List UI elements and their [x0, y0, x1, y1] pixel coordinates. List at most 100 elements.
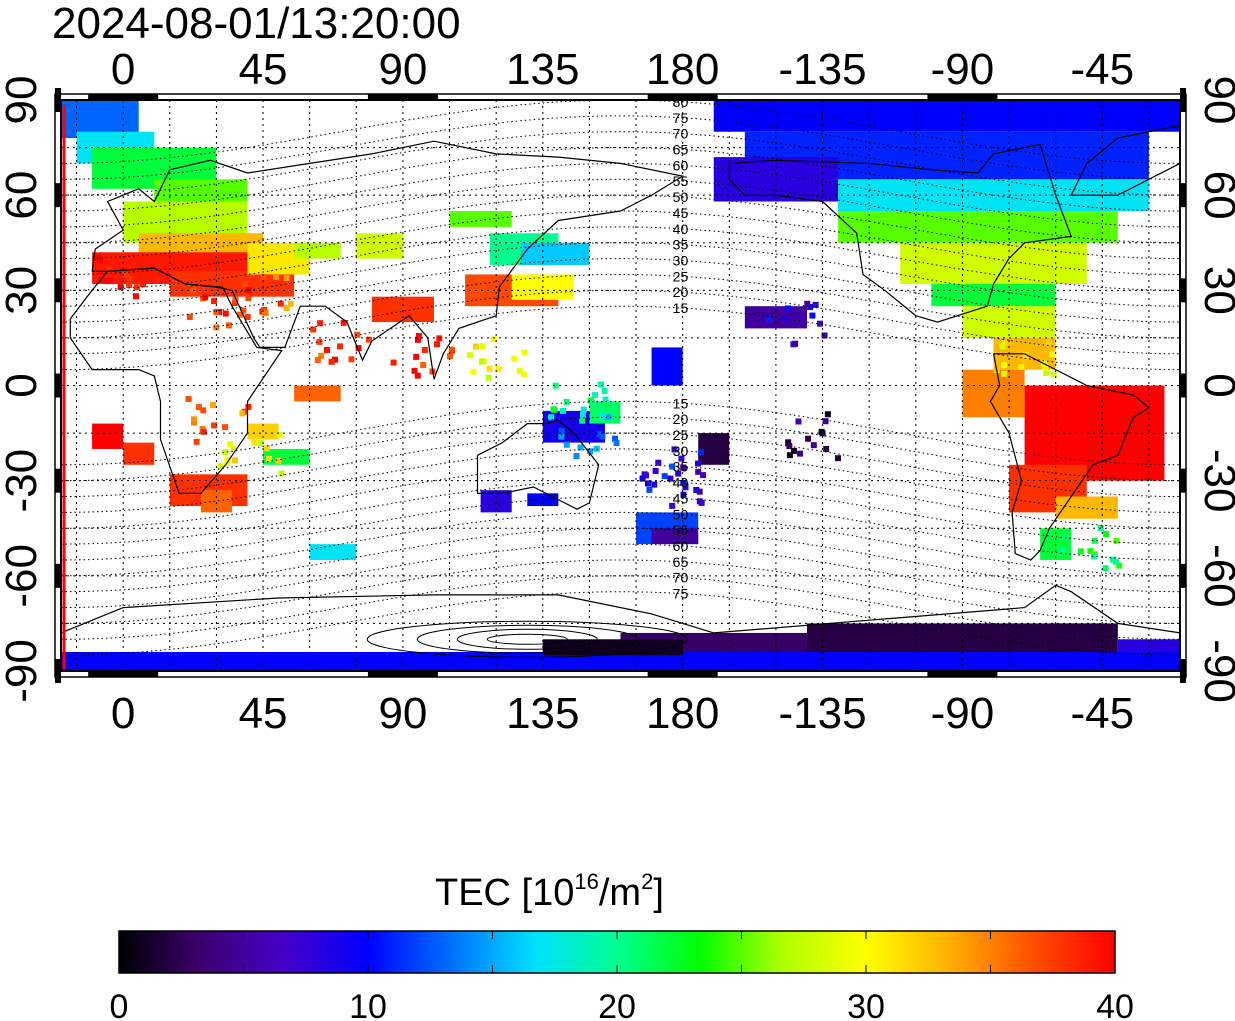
- magnetic-contour: [61, 162, 1180, 228]
- tec-data-cell: [1077, 548, 1084, 555]
- tec-data-cell: [262, 309, 269, 316]
- tec-data-cell: [1049, 351, 1056, 358]
- contour-label: 45: [673, 205, 689, 221]
- tec-data-cell: [511, 355, 518, 362]
- tec-data-cell: [310, 326, 317, 333]
- contour-label: 15: [673, 300, 689, 316]
- tec-data-cell: [448, 346, 455, 353]
- frame-tick-bar: [55, 563, 61, 588]
- lat-label-right: -90: [1195, 639, 1235, 703]
- map-frame: [54, 88, 1187, 683]
- contour-label: 50: [673, 506, 689, 522]
- tec-data-cell: [579, 411, 586, 418]
- tec-data-cell: [153, 276, 160, 283]
- tec-data-cell: [413, 353, 420, 360]
- tec-data-cell: [185, 395, 192, 402]
- frame-tick-bar: [927, 94, 998, 100]
- colorbar-tick-label: 20: [598, 988, 636, 1021]
- tec-data-cell: [265, 455, 272, 462]
- tec-data-cell: [132, 293, 139, 300]
- tec-data-cell: [651, 481, 658, 488]
- tec-data-cell: [241, 281, 248, 288]
- tec-data-cell: [682, 483, 689, 490]
- tec-data-cell: [602, 396, 609, 403]
- frame-tick-bar: [55, 183, 61, 208]
- tec-data-cell: [1059, 547, 1066, 554]
- tec-data-cell: [1112, 558, 1119, 565]
- tec-data-cell: [573, 453, 580, 460]
- tec-data-cell: [190, 416, 197, 423]
- magnetic-contour: [61, 543, 1180, 609]
- tec-data-cell: [661, 473, 668, 480]
- coastline-path: [91, 140, 685, 380]
- tec-data-cell: [816, 320, 823, 327]
- tec-data-cell: [122, 271, 129, 278]
- lat-label-right: 60: [1195, 171, 1235, 220]
- tec-data-cell: [605, 414, 612, 421]
- tec-data-cell: [805, 435, 812, 442]
- tec-data-cell: [210, 298, 217, 305]
- lon-label-top: 0: [111, 45, 135, 94]
- tec-data-cell: [1113, 538, 1120, 545]
- tec-data-cell: [652, 467, 659, 474]
- magnetic-contour: [61, 511, 1180, 577]
- tec-data-cell: [224, 456, 231, 463]
- magnetic-contour: [61, 591, 1180, 656]
- tec-data-cell: [1087, 547, 1094, 554]
- tec-data-cell: [675, 470, 682, 477]
- tec-data-cell: [1001, 370, 1008, 377]
- tec-data-cell: [782, 315, 789, 322]
- tec-data-cell: [786, 452, 793, 459]
- tec-data-cell: [213, 324, 220, 331]
- contour-label: 55: [673, 522, 689, 538]
- tec-data-cell: [232, 296, 239, 303]
- magnetic-contour: [61, 178, 1180, 244]
- tec-data-cell: [810, 442, 817, 449]
- tec-data-cell: [227, 441, 234, 448]
- tec-data-cell: [655, 459, 662, 466]
- tec-data-cell: [421, 347, 428, 354]
- tec-data-cell: [273, 273, 280, 280]
- tec-data-cell: [600, 412, 607, 419]
- tec-data-cell: [962, 369, 1025, 418]
- tec-data-cell: [931, 283, 1056, 307]
- magnetic-contour-ring: [456, 628, 598, 650]
- tec-data-cell: [107, 276, 114, 283]
- lon-label-bottom: -135: [779, 689, 867, 738]
- tec-data-cell: [790, 341, 797, 348]
- tec-data-cell: [491, 336, 498, 343]
- tec-data-cell: [231, 457, 238, 464]
- lat-label-right: -30: [1195, 449, 1235, 513]
- contour-labels: 8075706560555045403530252015152025303540…: [673, 94, 689, 602]
- tec-data-cell: [579, 417, 586, 424]
- tec-data-cell: [587, 448, 594, 455]
- magnetic-contour: [61, 400, 1180, 466]
- lon-label-bottom: 135: [506, 689, 579, 738]
- tec-data-cell: [420, 361, 427, 368]
- lat-label-left: 90: [0, 76, 46, 125]
- tec-data-cell: [200, 490, 232, 513]
- tec-data-cell: [818, 428, 825, 435]
- frame-tick-bar: [1180, 373, 1186, 398]
- tec-data-cell: [486, 365, 493, 372]
- frame-tick-bar: [1180, 468, 1186, 493]
- tec-data-cell: [639, 475, 646, 482]
- tec-data-cell: [99, 276, 106, 283]
- coastline-path: [69, 267, 283, 494]
- tec-data-cell: [200, 428, 207, 435]
- tec-data-cell: [414, 372, 421, 379]
- contour-label: 35: [673, 459, 689, 475]
- tec-data-cell: [390, 359, 397, 366]
- tec-data-cell: [126, 275, 133, 282]
- tec-data-cell: [713, 100, 1180, 132]
- tec-data-cell: [316, 338, 323, 345]
- tec-data-cell: [485, 374, 492, 381]
- tec-data-cell: [371, 296, 434, 323]
- tec-data-cell: [447, 353, 454, 360]
- tec-data-cell: [821, 332, 828, 339]
- lon-label-bottom: 180: [646, 689, 719, 738]
- frame-tick-bar: [1180, 659, 1186, 683]
- tec-data-cell: [696, 488, 703, 495]
- frame-tick-bar: [88, 94, 159, 100]
